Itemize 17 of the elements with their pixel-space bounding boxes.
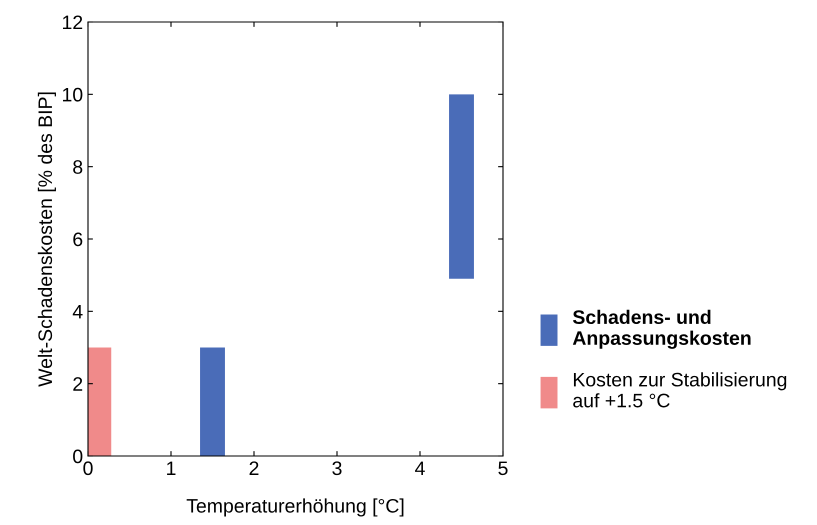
y-tick-label: 8 [73,160,82,174]
y-tick-label: 12 [62,15,82,30]
y-tick-label: 6 [73,232,82,246]
legend-label: Kosten zur Stabilisierung auf +1.5 °C [573,372,786,408]
y-tick-label: 10 [62,88,82,102]
y-tick-label: 4 [72,305,83,318]
x-tick-label: 0 [83,461,93,476]
x-tick-label: 3 [332,461,342,476]
legend-label: Schadens- und Anpassungskosten [572,310,751,349]
x-tick-label: 4 [415,462,425,475]
x-axis-title: Temperaturerhöhung [°C] [186,498,404,517]
x-tick-label: 2 [250,461,258,475]
y-tick-label: 0 [73,449,82,464]
x-tick-label: 5 [498,462,508,476]
y-tick-label: 2 [73,377,82,391]
x-tick-label: 1 [167,462,176,475]
y-axis-title: Welt-Schadenskosten [% des BIP] [38,92,56,387]
